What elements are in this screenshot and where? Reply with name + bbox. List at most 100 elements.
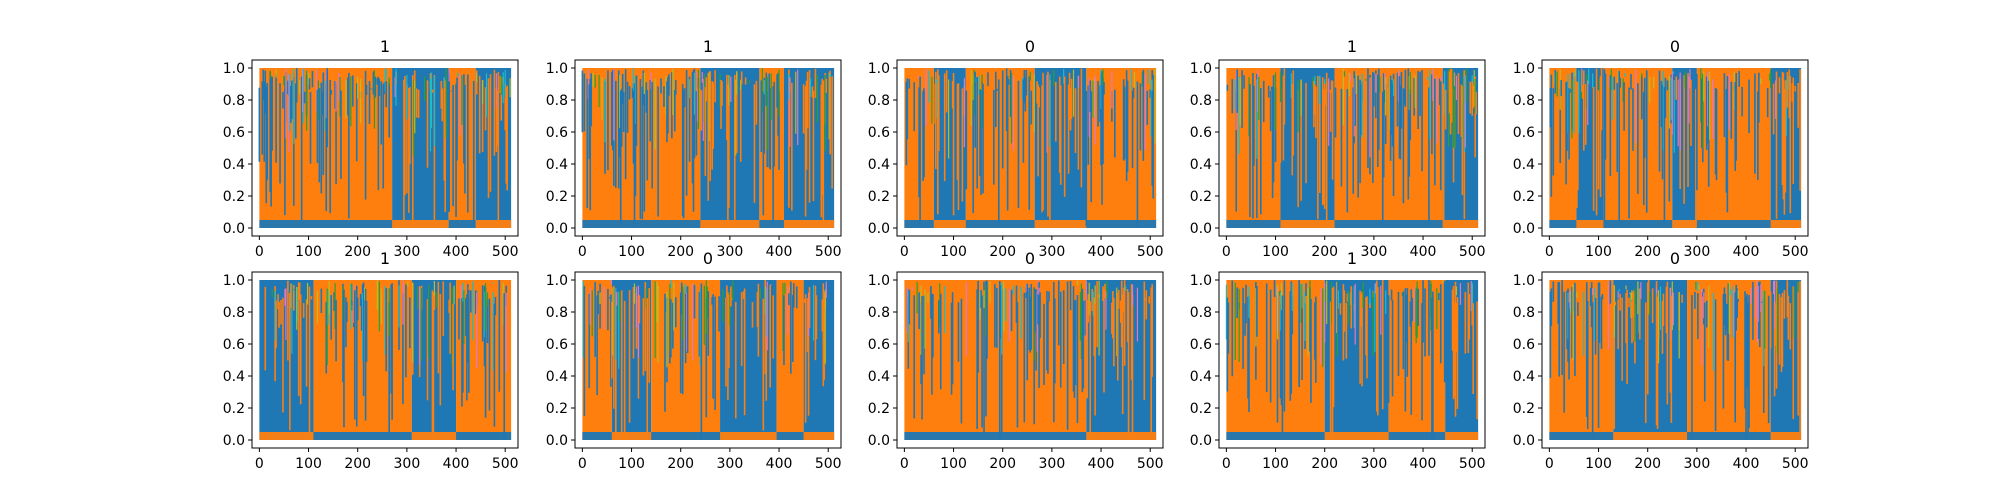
y-tick-label: 0.6 xyxy=(1513,125,1535,141)
subplot-title: 0 xyxy=(1670,249,1680,268)
series-baseline xyxy=(1549,220,1577,228)
series-baseline xyxy=(448,220,476,228)
series-baseline xyxy=(1613,432,1688,440)
axes-frame xyxy=(896,271,1164,449)
x-tick-label: 0 xyxy=(255,244,264,260)
y-tick-label: 0.8 xyxy=(868,305,890,321)
y-tick-label: 0.4 xyxy=(546,157,568,173)
y-tick-label: 1.0 xyxy=(868,61,890,77)
series-baseline xyxy=(259,220,393,228)
x-tick-label: 100 xyxy=(940,244,967,260)
y-tick-label: 0.6 xyxy=(868,337,890,353)
axes-frame xyxy=(574,271,842,449)
series-baseline xyxy=(582,432,612,440)
y-tick-label: 0.2 xyxy=(546,189,568,205)
y-tick-label: 1.0 xyxy=(546,273,568,289)
y-tick-label: 0.2 xyxy=(1513,189,1535,205)
subplot-title: 0 xyxy=(1025,249,1035,268)
series-baseline xyxy=(1388,432,1446,440)
plot-area xyxy=(1226,68,1479,228)
x-tick-label: 300 xyxy=(394,244,421,260)
axes-frame xyxy=(1218,271,1486,449)
subplot-title: 0 xyxy=(703,249,713,268)
x-tick-label: 400 xyxy=(1088,456,1115,472)
series-baseline xyxy=(1603,220,1673,228)
x-tick-label: 200 xyxy=(989,456,1016,472)
y-tick-label: 0.4 xyxy=(868,369,890,385)
x-tick-label: 200 xyxy=(1634,456,1661,472)
x-tick-label: 0 xyxy=(900,244,909,260)
y-tick-label: 0.0 xyxy=(546,221,568,237)
y-tick-label: 1.0 xyxy=(1190,273,1212,289)
series-baseline xyxy=(1334,220,1443,228)
plot-area xyxy=(1549,280,1802,440)
axes-frame xyxy=(896,59,1164,237)
x-tick-label: 400 xyxy=(443,244,470,260)
x-tick-label: 500 xyxy=(1459,456,1486,472)
series-baseline xyxy=(259,432,314,440)
y-tick-label: 0.0 xyxy=(546,433,568,449)
x-tick-label: 400 xyxy=(766,456,793,472)
x-tick-label: 500 xyxy=(1782,456,1809,472)
y-tick-label: 0.4 xyxy=(1513,369,1535,385)
series-baseline xyxy=(475,220,512,228)
y-tick-label: 0.8 xyxy=(223,305,245,321)
series-baseline xyxy=(456,432,512,440)
series-baseline xyxy=(904,432,1087,440)
y-tick-label: 0.8 xyxy=(868,93,890,109)
y-tick-label: 0.8 xyxy=(223,93,245,109)
x-tick-label: 300 xyxy=(1039,244,1066,260)
x-tick-label: 500 xyxy=(815,456,842,472)
series-baseline xyxy=(1672,220,1697,228)
y-tick-label: 0.4 xyxy=(546,369,568,385)
y-tick-label: 0.2 xyxy=(868,189,890,205)
subplot-title: 0 xyxy=(1670,37,1680,56)
y-tick-label: 1.0 xyxy=(1190,61,1212,77)
subplot-2: 1 0.0 0.2 0.4 0.6 0.8 1.0 0 100 200 300 400 500 xyxy=(546,37,842,260)
plot-area xyxy=(1549,68,1802,228)
y-tick-label: 1.0 xyxy=(223,61,245,77)
y-tick-label: 0.4 xyxy=(1190,157,1212,173)
series-baseline xyxy=(1442,220,1479,228)
x-tick-label: 300 xyxy=(1684,456,1711,472)
subplot-7: 0 0.0 0.2 0.4 0.6 0.8 1.0 0 100 200 300 400 500 xyxy=(546,249,842,472)
y-tick-label: 0.0 xyxy=(223,221,245,237)
y-tick-label: 1.0 xyxy=(546,61,568,77)
subplot-3: 0 0.0 0.2 0.4 0.6 0.8 1.0 0 100 200 300 400 500 xyxy=(868,37,1164,260)
series-baseline xyxy=(1549,432,1614,440)
x-tick-label: 500 xyxy=(1782,244,1809,260)
series-baseline xyxy=(720,432,777,440)
x-tick-label: 0 xyxy=(578,244,587,260)
x-tick-label: 300 xyxy=(717,244,744,260)
x-tick-label: 100 xyxy=(940,456,967,472)
series-baseline xyxy=(965,220,1035,228)
x-tick-label: 400 xyxy=(443,456,470,472)
plot-area xyxy=(1225,280,1479,440)
series-baseline xyxy=(582,220,701,228)
subplot-5: 0 0.0 0.2 0.4 0.6 0.8 1.0 0 100 200 300 400 500 xyxy=(1513,37,1809,260)
y-tick-label: 0.2 xyxy=(868,401,890,417)
y-tick-label: 0.2 xyxy=(223,401,245,417)
y-tick-label: 0.8 xyxy=(546,305,568,321)
x-tick-label: 300 xyxy=(1039,456,1066,472)
series-baseline xyxy=(1576,220,1604,228)
series-baseline xyxy=(700,220,760,228)
y-tick-label: 0.2 xyxy=(223,189,245,205)
y-tick-label: 0.0 xyxy=(223,433,245,449)
y-tick-label: 0.8 xyxy=(1513,305,1535,321)
y-tick-label: 0.6 xyxy=(1190,125,1212,141)
x-tick-label: 400 xyxy=(1733,456,1760,472)
x-tick-label: 200 xyxy=(344,456,371,472)
x-tick-label: 200 xyxy=(1311,456,1338,472)
subplot-10: 0 0.0 0.2 0.4 0.6 0.8 1.0 0 100 200 300 400 500 xyxy=(1513,249,1809,472)
x-tick-label: 0 xyxy=(1222,244,1231,260)
subplot-4: 1 0.0 0.2 0.4 0.6 0.8 1.0 0 100 200 300 400 500 xyxy=(1190,37,1486,260)
y-tick-label: 0.6 xyxy=(1513,337,1535,353)
x-tick-label: 100 xyxy=(1585,244,1612,260)
y-tick-label: 0.2 xyxy=(546,401,568,417)
y-tick-label: 0.6 xyxy=(546,125,568,141)
x-tick-label: 100 xyxy=(1262,456,1289,472)
subplot-6: 1 0.0 0.2 0.4 0.6 0.8 1.0 0 100 200 300 400 500 xyxy=(223,249,519,472)
series-baseline xyxy=(1086,432,1157,440)
